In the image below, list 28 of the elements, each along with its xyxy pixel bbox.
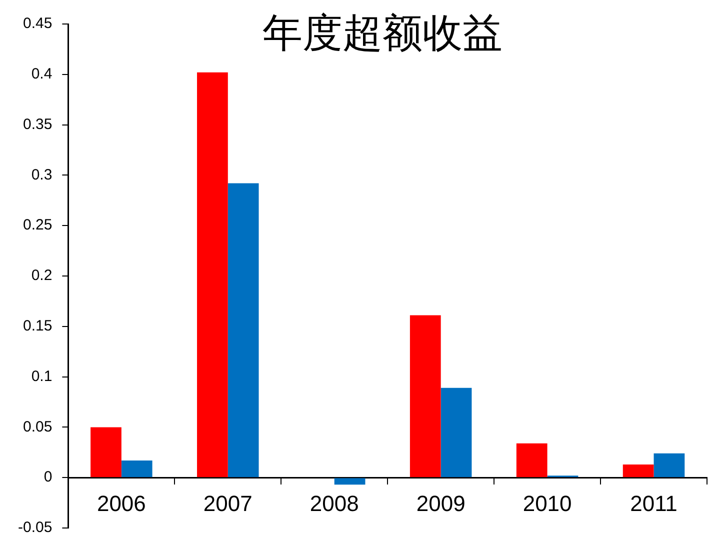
- x-tick-label: 2006: [96, 490, 146, 516]
- bar: [440, 388, 472, 478]
- x-tick-label: 2007: [203, 490, 252, 516]
- bar: [334, 478, 366, 485]
- y-tick-label: 0.35: [22, 116, 52, 133]
- bar: [121, 460, 152, 478]
- y-tick-label: 0.05: [22, 418, 52, 436]
- bar: [228, 183, 259, 478]
- x-tick-label: 2009: [416, 490, 466, 516]
- bar: [622, 464, 654, 478]
- y-tick-label: -0.05: [18, 519, 52, 536]
- y-tick-label: 0.15: [22, 318, 52, 335]
- x-tick-label: 2011: [630, 490, 678, 516]
- y-tick-label: 0.45: [22, 15, 52, 32]
- y-tick-label: 0.4: [31, 66, 52, 83]
- y-tick-label: 0: [44, 468, 52, 486]
- y-tick-label: 0.25: [22, 216, 52, 234]
- bar: [90, 427, 122, 478]
- bar: [654, 453, 685, 478]
- x-tick-label: 2008: [310, 490, 359, 516]
- bar: [410, 315, 441, 478]
- y-tick-label: 0.3: [31, 166, 52, 184]
- x-tick-label: 2010: [522, 490, 572, 516]
- bar: [197, 72, 228, 478]
- y-tick-label: 0.1: [31, 368, 52, 385]
- chart-title: 年度超额收益: [262, 10, 503, 56]
- y-tick-label: 0.2: [31, 267, 52, 284]
- bar: [516, 443, 548, 478]
